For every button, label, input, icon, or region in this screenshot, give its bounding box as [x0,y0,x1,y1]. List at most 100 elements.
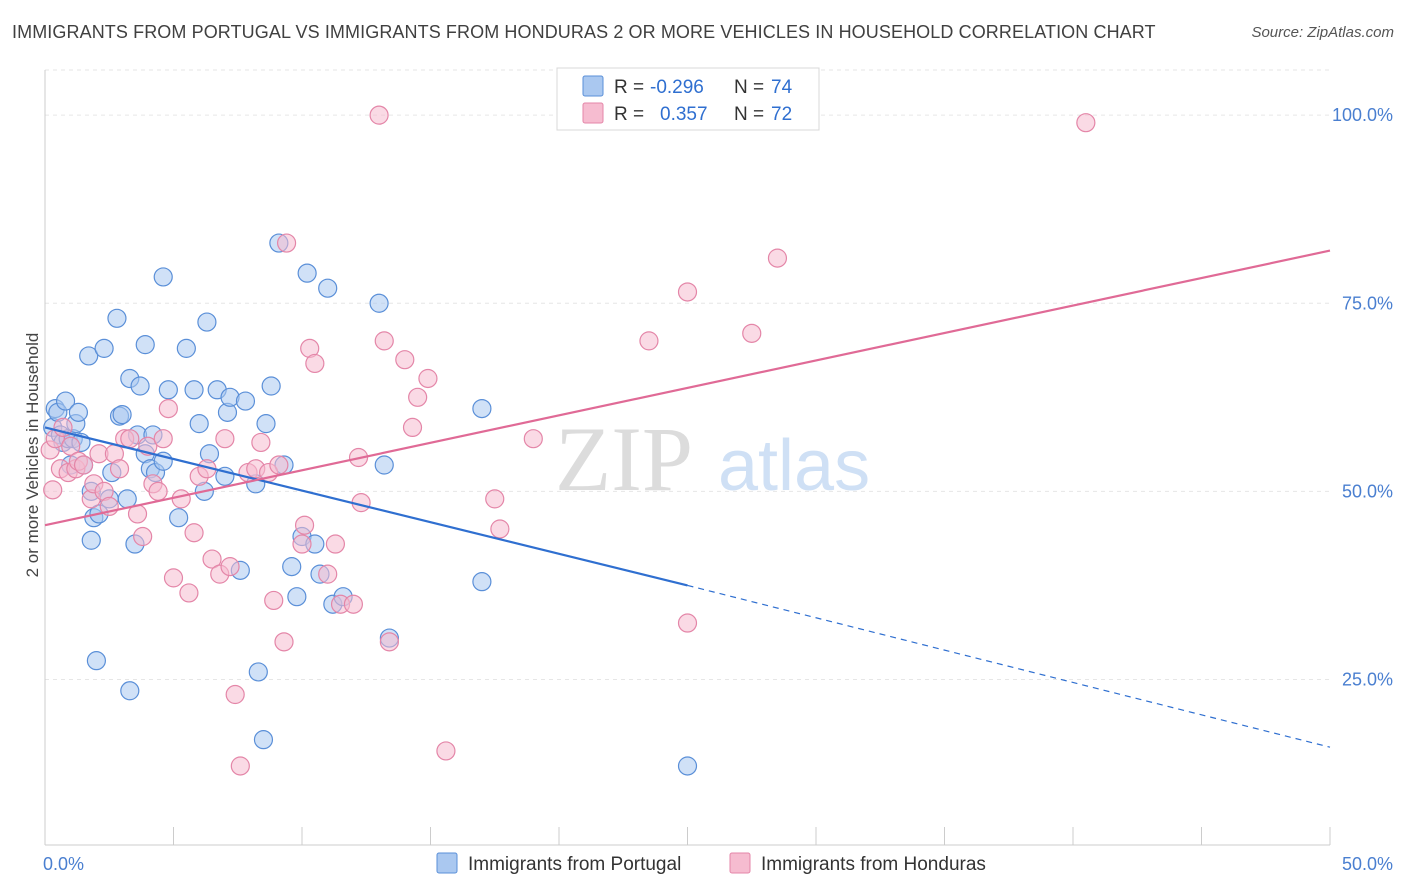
point-honduras [639,331,659,351]
legend-swatch-portugal [582,75,604,97]
point-honduras [318,564,338,584]
point-portugal [184,380,204,400]
y-axis-label: 2 or more Vehicles in Household [23,333,42,578]
y-tick-label: 50.0% [1342,481,1393,501]
point-honduras [251,432,271,453]
series-legend-swatch-portugal [436,852,458,874]
point-portugal [158,380,178,400]
point-honduras [148,481,168,501]
point-portugal [677,756,698,776]
point-honduras [220,557,240,577]
point-honduras [133,526,153,547]
point-honduras [179,583,199,603]
point-portugal [297,263,317,283]
point-portugal [169,508,189,528]
point-portugal [81,530,101,550]
point-portugal [189,414,209,434]
point-honduras [274,632,294,652]
point-portugal [176,338,196,358]
point-honduras [523,429,543,449]
point-portugal [248,662,268,682]
point-portugal [253,730,274,750]
point-honduras [120,429,140,449]
point-honduras [369,105,389,125]
point-honduras [379,632,399,652]
point-portugal [107,308,127,328]
point-honduras [184,523,204,543]
legend-r-value-portugal: -0.296 [650,77,704,98]
point-honduras [163,568,184,588]
series-legend-swatch-honduras [729,852,751,874]
data-points [40,105,1096,776]
point-honduras [202,549,222,569]
point-portugal [130,376,150,396]
series-legend-label-portugal: Immigrants from Portugal [468,854,681,875]
point-honduras [171,489,191,509]
y-tick-label: 100.0% [1332,105,1393,125]
trend-line-honduras [44,249,1331,527]
point-portugal [112,405,132,425]
point-portugal [472,398,492,419]
point-portugal [256,414,276,434]
point-honduras [276,233,297,253]
point-portugal [374,455,394,475]
point-portugal [79,346,99,366]
trend-lines [44,249,1331,748]
watermark-atlas: atlas [718,426,870,506]
legend-swatch-honduras [582,102,604,124]
point-honduras [742,323,762,343]
x-tick-label-start: 0.0% [43,854,84,874]
point-portugal [68,402,89,422]
y-tick-label: 75.0% [1342,293,1393,313]
legend-n-label-honduras: N = [734,104,764,125]
point-honduras [225,684,245,705]
point-honduras [374,331,394,351]
trend-line-portugal-extension [687,584,1331,748]
trend-line-portugal [44,426,688,587]
point-portugal [94,338,114,358]
series-legend: Immigrants from Portugal Immigrants from… [436,852,986,875]
point-portugal [282,557,302,577]
point-honduras [43,480,63,500]
watermark-zip: ZIP [555,408,693,510]
point-honduras [485,489,505,509]
x-tick-label-end: 50.0% [1342,854,1393,874]
legend-n-value-honduras: 72 [771,104,792,125]
point-honduras [325,534,346,554]
legend-n-label-portugal: N = [734,77,764,98]
point-portugal [135,335,155,355]
chart-title: IMMIGRANTS FROM PORTUGAL VS IMMIGRANTS F… [12,22,1156,42]
point-honduras [292,534,312,554]
point-honduras [1076,113,1096,133]
point-honduras [61,436,81,456]
y-tick-label: 25.0% [1342,669,1393,689]
legend-n-value-portugal: 74 [771,77,793,98]
grid-lines [45,69,1330,680]
point-honduras [158,398,178,419]
point-honduras [269,455,289,475]
legend-r-label-honduras: R = [614,104,644,125]
point-honduras [73,455,94,475]
point-honduras [153,429,173,449]
point-honduras [215,429,235,449]
point-honduras [767,248,788,268]
point-portugal [197,312,217,332]
point-portugal [235,391,256,411]
point-honduras [230,756,250,776]
point-honduras [395,350,415,370]
point-honduras [305,353,325,374]
point-honduras [408,387,428,407]
point-honduras [109,459,130,479]
point-honduras [402,417,423,438]
point-portugal [318,278,338,298]
source-credit: Source: ZipAtlas.com [1251,24,1394,41]
point-portugal [369,293,389,313]
point-honduras [490,519,510,539]
point-portugal [287,587,307,607]
point-portugal [120,681,140,701]
correlation-legend: R = -0.296 N = 74 R = 0.357 N = 72 [556,67,820,131]
point-honduras [677,613,698,633]
point-portugal [472,572,492,592]
point-honduras [343,594,363,614]
